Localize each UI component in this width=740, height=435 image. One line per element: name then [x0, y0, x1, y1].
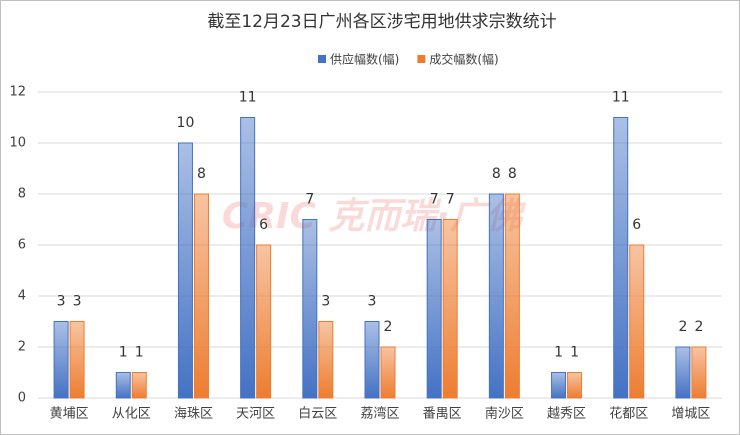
- x-tick-label: 增城区: [671, 407, 710, 422]
- y-tick-label: 0: [18, 391, 26, 406]
- bar: [302, 219, 318, 399]
- bar: [629, 244, 645, 399]
- x-tick-label: 荔湾区: [360, 406, 399, 422]
- data-label: 3: [73, 294, 82, 310]
- x-tick-label: 白云区: [298, 406, 337, 422]
- y-tick-label: 10: [9, 136, 26, 151]
- bar: [567, 372, 583, 399]
- bar: [364, 321, 380, 399]
- x-tick-label: 番禺区: [423, 407, 462, 422]
- data-label: 7: [446, 192, 455, 208]
- legend-label: 成交幅数(幅): [429, 52, 498, 67]
- bar: [240, 117, 256, 399]
- data-label: 1: [554, 345, 563, 361]
- chart-title: 截至12月23日广州各区涉宅用地供求宗数统计: [207, 12, 556, 32]
- data-label: 8: [492, 166, 501, 182]
- bar: [115, 372, 131, 399]
- bar: [318, 321, 334, 399]
- bar: [691, 346, 707, 399]
- watermark: CRIC 克而瑞·广佛: [222, 196, 526, 237]
- x-tick-label: 黄埔区: [50, 407, 89, 422]
- bar: [256, 244, 272, 399]
- bar: [380, 346, 396, 399]
- bar: [551, 372, 567, 399]
- data-label: 2: [384, 319, 393, 335]
- bar: [53, 321, 69, 399]
- data-label: 1: [119, 345, 128, 361]
- data-label: 11: [239, 90, 257, 106]
- data-label: 7: [430, 192, 439, 208]
- data-label: 8: [197, 166, 206, 182]
- y-tick-label: 4: [18, 289, 26, 304]
- bar: [177, 142, 193, 399]
- data-label: 3: [57, 294, 66, 310]
- bar: [613, 117, 629, 399]
- x-tick-label: 南沙区: [485, 406, 524, 422]
- bar: [193, 193, 209, 399]
- data-label: 6: [632, 217, 641, 233]
- legend-swatch: [417, 55, 426, 63]
- data-label: 8: [508, 166, 517, 182]
- data-label: 6: [259, 217, 268, 233]
- legend-label: 供应幅数(幅): [330, 52, 399, 67]
- data-label: 2: [694, 319, 703, 335]
- data-label: 1: [570, 345, 579, 361]
- data-label: 10: [177, 115, 195, 131]
- bar: [69, 321, 85, 399]
- bar: [131, 372, 147, 399]
- x-tick-label: 从化区: [112, 407, 151, 422]
- bar: [504, 193, 520, 399]
- bar: [488, 193, 504, 399]
- y-tick-label: 12: [9, 85, 26, 100]
- x-tick-label: 越秀区: [547, 407, 586, 422]
- y-tick-label: 2: [18, 340, 26, 355]
- x-tick-label: 花都区: [609, 406, 648, 422]
- data-label: 2: [678, 319, 687, 335]
- data-label: 3: [321, 294, 330, 310]
- bar: [675, 346, 691, 399]
- legend-swatch: [318, 55, 326, 63]
- bar: [426, 219, 442, 399]
- data-label: 1: [135, 345, 144, 361]
- data-label: 3: [368, 294, 377, 310]
- y-tick-label: 8: [18, 187, 26, 202]
- data-label: 11: [612, 90, 630, 106]
- x-tick-label: 天河区: [236, 407, 275, 422]
- x-tick-label: 海珠区: [174, 407, 213, 422]
- data-label: 7: [305, 192, 314, 208]
- bar: [442, 219, 458, 399]
- y-tick-label: 6: [18, 238, 26, 253]
